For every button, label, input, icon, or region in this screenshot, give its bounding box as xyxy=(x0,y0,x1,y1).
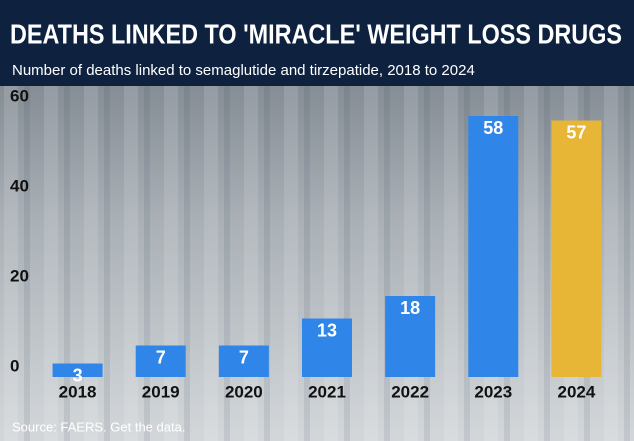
x-tick-label: 2023 xyxy=(474,382,512,401)
value-label: 18 xyxy=(400,298,420,318)
header xyxy=(0,0,634,86)
x-tick-label: 2020 xyxy=(225,382,263,401)
x-tick-label: 2022 xyxy=(391,382,429,401)
x-tick-label: 2024 xyxy=(558,382,596,401)
value-label: 7 xyxy=(239,347,249,367)
x-tick-label: 2018 xyxy=(59,382,97,401)
chart-title: DEATHS LINKED TO 'MIRACLE' WEIGHT LOSS D… xyxy=(10,18,622,49)
bar xyxy=(135,345,186,377)
x-tick-label: 2019 xyxy=(142,382,180,401)
y-tick-label: 60 xyxy=(10,86,29,105)
value-label: 13 xyxy=(317,320,337,340)
y-tick-label: 0 xyxy=(10,356,19,375)
source: Source: FAERS. Get the data. xyxy=(12,419,185,434)
background-texture xyxy=(0,86,634,441)
bar xyxy=(551,120,602,377)
bar xyxy=(468,116,519,377)
y-tick-label: 20 xyxy=(10,266,29,285)
bar xyxy=(218,345,269,377)
bar xyxy=(385,296,436,377)
chart-subtitle: Number of deaths linked to semaglutide a… xyxy=(12,62,475,79)
bar xyxy=(52,363,103,377)
value-label: 7 xyxy=(156,347,166,367)
bar xyxy=(302,318,352,377)
value-label: 57 xyxy=(566,122,586,142)
x-tick-label: 2021 xyxy=(308,382,346,401)
value-label: 3 xyxy=(73,365,83,385)
y-tick-label: 40 xyxy=(10,176,29,195)
value-label: 58 xyxy=(483,118,503,138)
